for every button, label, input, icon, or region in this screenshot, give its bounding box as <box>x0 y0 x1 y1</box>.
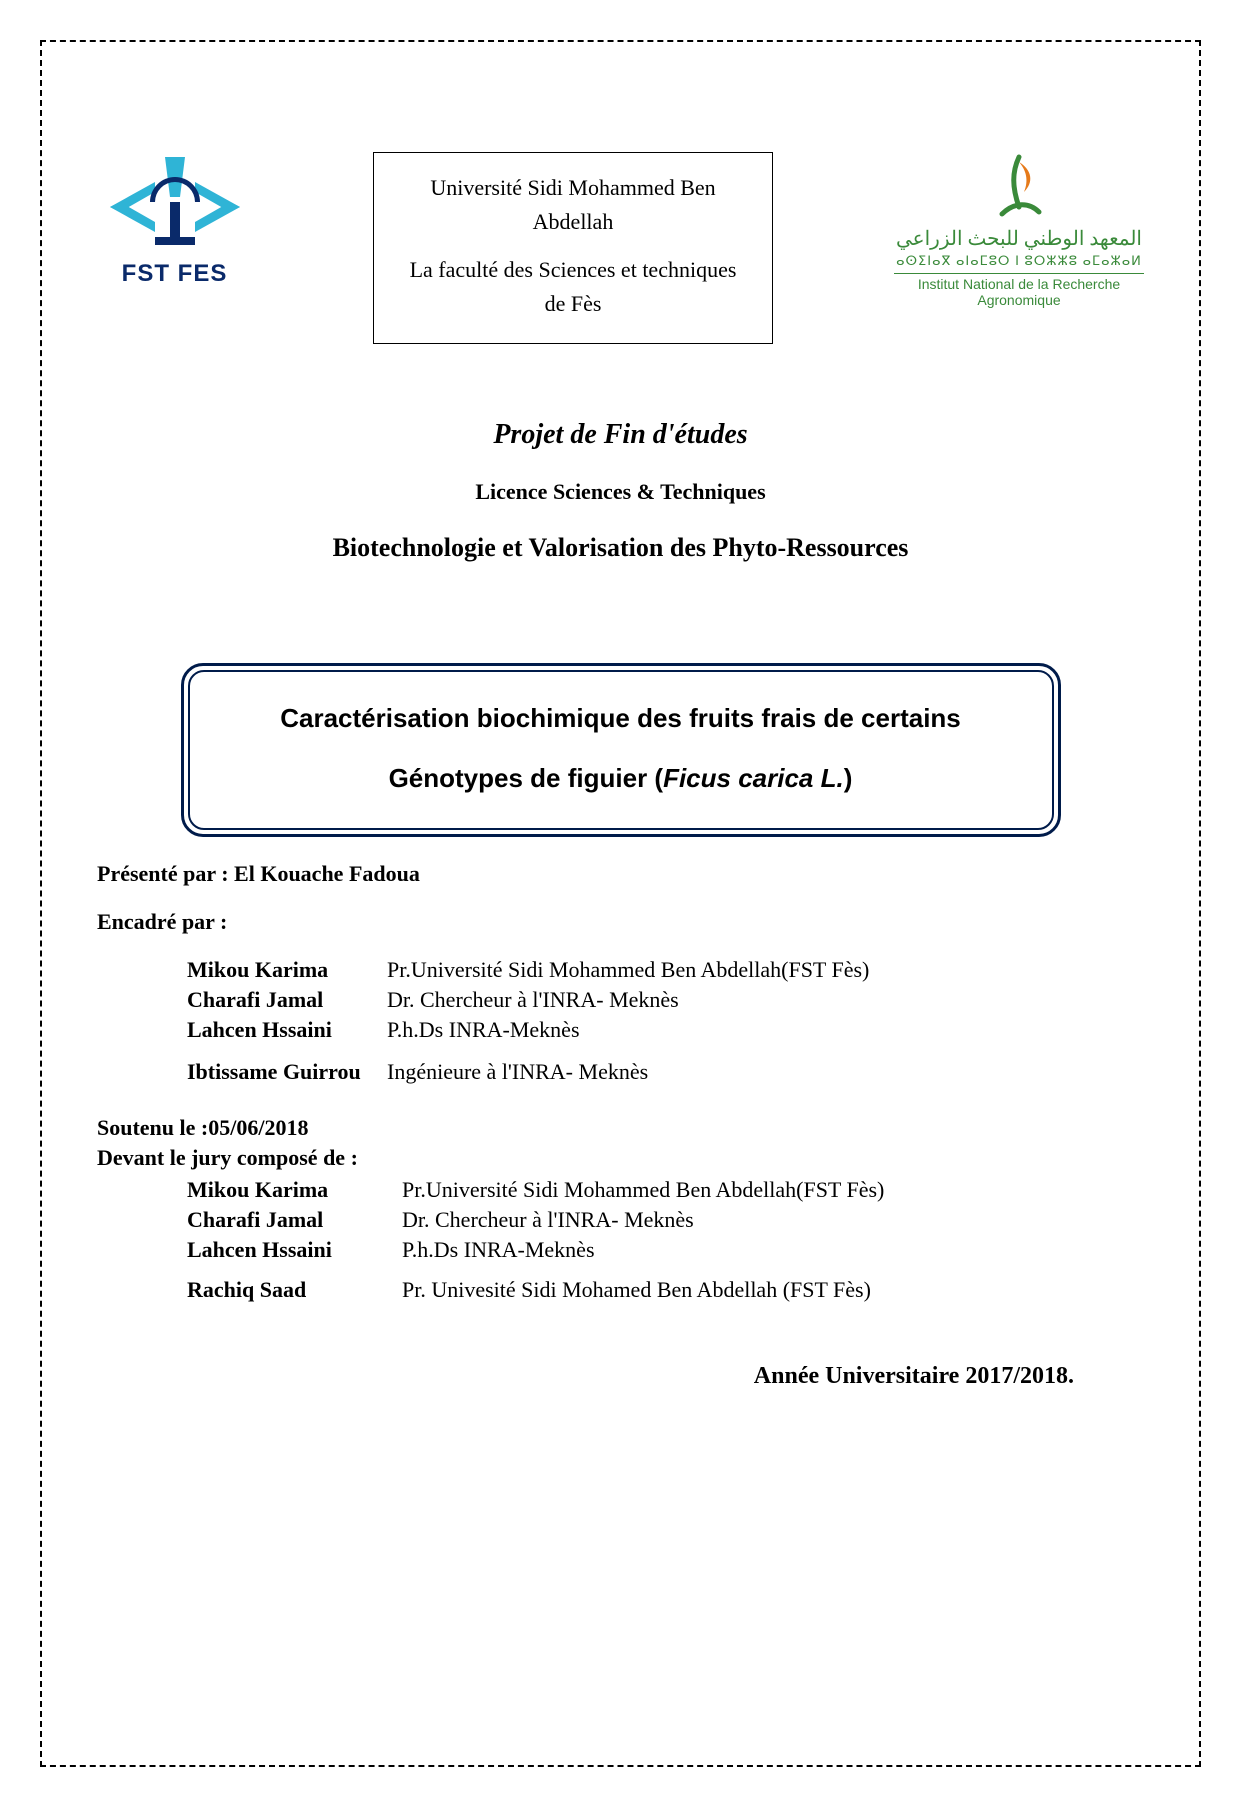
person-role: Ingénieure à l'INRA- Meknès <box>387 1059 648 1085</box>
person-name: Lahcen Hssaini <box>187 1237 402 1263</box>
presented-by: Présenté par : El Kouache Fadoua <box>97 861 1144 887</box>
person-name: Ibtissame Guirrou <box>187 1059 387 1085</box>
thesis-line2-prefix: Génotypes de figuier ( <box>389 763 664 793</box>
fst-fes-caption: FST FES <box>97 260 252 288</box>
jury-table: Mikou Karima Pr.Université Sidi Mohammed… <box>187 1177 1144 1303</box>
dashed-border-frame: FST FES Université Sidi Mohammed Ben Abd… <box>40 40 1201 1767</box>
jury-label: Devant le jury composé de : <box>97 1145 1144 1171</box>
person-role: P.h.Ds INRA-Meknès <box>387 1017 580 1043</box>
inra-french: Institut National de la Recherche Agrono… <box>894 276 1144 308</box>
encadre-row: Mikou Karima Pr.Université Sidi Mohammed… <box>187 957 1144 983</box>
academic-year: Année Universitaire 2017/2018. <box>97 1363 1144 1390</box>
person-role: Pr. Univesité Sidi Mohamed Ben Abdellah … <box>402 1277 871 1303</box>
projet-title: Projet de Fin d'études <box>97 419 1144 451</box>
header-row: FST FES Université Sidi Mohammed Ben Abd… <box>97 152 1144 344</box>
inra-logo-icon <box>894 152 1144 222</box>
faculty-name: La faculté des Sciences et techniques de… <box>402 253 744 321</box>
person-name: Mikou Karima <box>187 1177 402 1203</box>
page: FST FES Université Sidi Mohammed Ben Abd… <box>0 0 1241 1807</box>
inra-divider <box>894 273 1144 274</box>
fst-fes-logo-block: FST FES <box>97 152 252 288</box>
person-role: Pr.Université Sidi Mohammed Ben Abdellah… <box>387 957 869 983</box>
thesis-title-line1: Caractérisation biochimique des fruits f… <box>220 700 1022 736</box>
biotech-line: Biotechnologie et Valorisation des Phyto… <box>97 533 1144 563</box>
encadre-row: Lahcen Hssaini P.h.Ds INRA-Meknès <box>187 1017 1144 1043</box>
jury-row: Lahcen Hssaini P.h.Ds INRA-Meknès <box>187 1237 1144 1263</box>
jury-row: Rachiq Saad Pr. Univesité Sidi Mohamed B… <box>187 1277 1144 1303</box>
presented-block: Présenté par : El Kouache Fadoua Encadré… <box>97 861 1144 1085</box>
jury-row: Charafi Jamal Dr. Chercheur à l'INRA- Me… <box>187 1207 1144 1233</box>
jury-row: Mikou Karima Pr.Université Sidi Mohammed… <box>187 1177 1144 1203</box>
soutenu-block: Soutenu le :05/06/2018 Devant le jury co… <box>97 1115 1144 1303</box>
inra-tifinagh: ⴰⵙⵉⵏⴰⴳ ⴰⵏⴰⵎⵓⵔ ⵏ ⵓⵔⵣⵣⵓ ⴰⵎⴰⵣⴰⵍ <box>894 253 1144 269</box>
thesis-line2-suffix: ) <box>844 763 853 793</box>
fst-fes-logo-icon <box>97 152 252 262</box>
encadre-table: Mikou Karima Pr.Université Sidi Mohammed… <box>187 957 1144 1085</box>
licence-line: Licence Sciences & Techniques <box>97 479 1144 505</box>
inra-arabic: المعهد الوطني للبحث الزراعي <box>894 226 1144 251</box>
thesis-line2-italic: Ficus carica L. <box>663 763 844 793</box>
university-name: Université Sidi Mohammed Ben Abdellah <box>402 171 744 239</box>
thesis-title-frame: Caractérisation biochimique des fruits f… <box>181 663 1061 836</box>
person-name: Charafi Jamal <box>187 987 387 1013</box>
person-role: Pr.Université Sidi Mohammed Ben Abdellah… <box>402 1177 884 1203</box>
soutenu-line: Soutenu le :05/06/2018 <box>97 1115 1144 1141</box>
section-titles: Projet de Fin d'études Licence Sciences … <box>97 419 1144 563</box>
person-role: Dr. Chercheur à l'INRA- Meknès <box>387 987 679 1013</box>
person-name: Charafi Jamal <box>187 1207 402 1233</box>
encadre-label: Encadré par : <box>97 909 1144 935</box>
thesis-title-line2: Génotypes de figuier (Ficus carica L.) <box>220 763 1022 794</box>
person-name: Mikou Karima <box>187 957 387 983</box>
university-box: Université Sidi Mohammed Ben Abdellah La… <box>373 152 773 344</box>
encadre-row: Charafi Jamal Dr. Chercheur à l'INRA- Me… <box>187 987 1144 1013</box>
person-role: P.h.Ds INRA-Meknès <box>402 1237 595 1263</box>
person-name: Rachiq Saad <box>187 1277 402 1303</box>
inra-logo-block: المعهد الوطني للبحث الزراعي ⴰⵙⵉⵏⴰⴳ ⴰⵏⴰⵎⵓ… <box>894 152 1144 308</box>
person-name: Lahcen Hssaini <box>187 1017 387 1043</box>
person-role: Dr. Chercheur à l'INRA- Meknès <box>402 1207 694 1233</box>
encadre-row: Ibtissame Guirrou Ingénieure à l'INRA- M… <box>187 1059 1144 1085</box>
